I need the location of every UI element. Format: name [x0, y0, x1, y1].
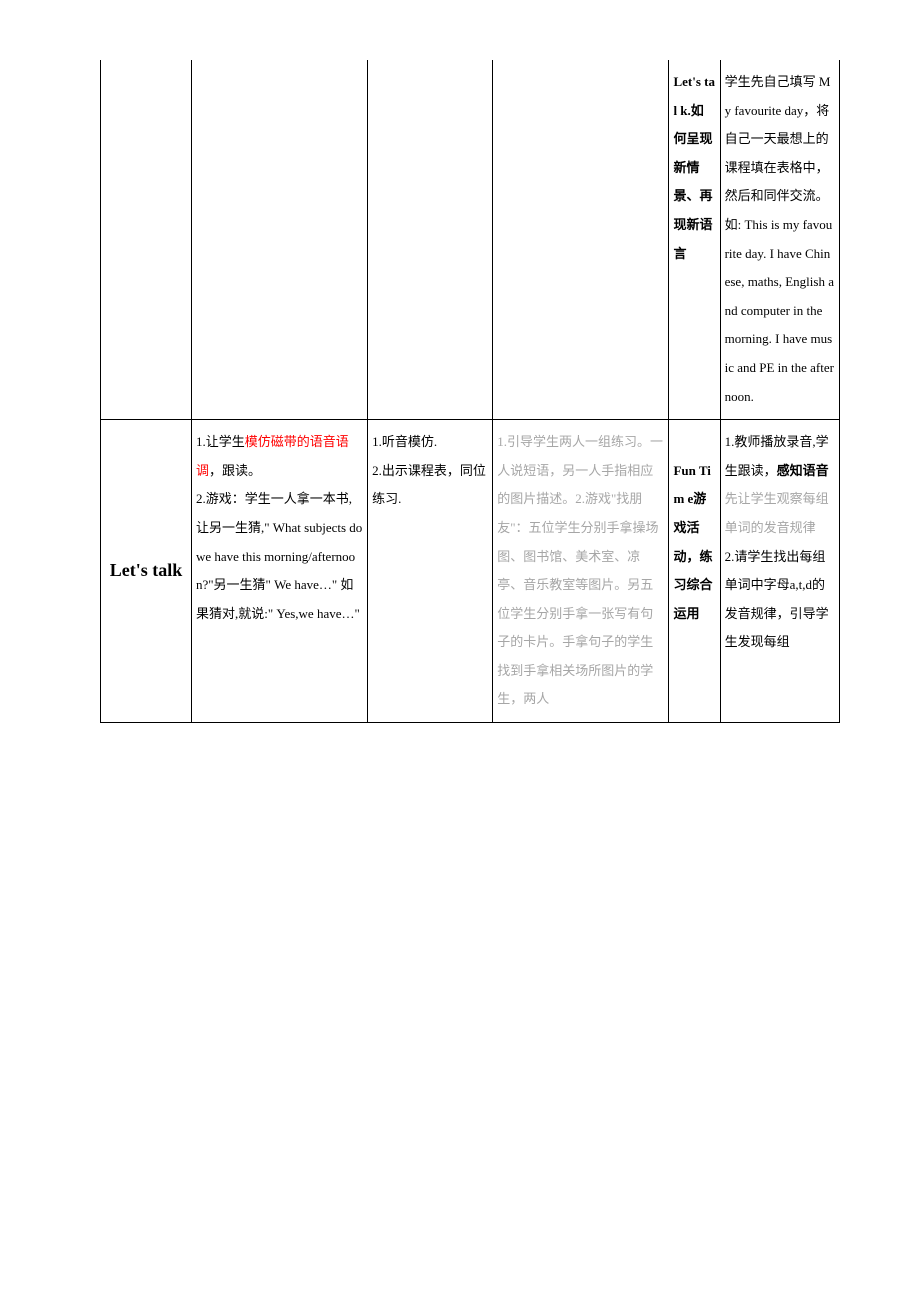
r2-c3-p1: 1.听音模仿. [372, 434, 437, 449]
r1-c2 [191, 60, 367, 420]
r2-c2-p1a: 1.让学生 [196, 434, 245, 449]
r2-c6: 1.教师播放录音,学生跟读，感知语音先让学生观察每组单词的发音规律 2.请学生找… [720, 420, 839, 723]
r1-c3 [368, 60, 493, 420]
r2-c3-p2: 2.出示课程表，同位练习. [372, 463, 486, 507]
r2-c5: Fun Tim e游戏活动，练习综合运用 [669, 420, 720, 723]
r1-c5: Let's tal k.如何呈现新情景、再现新语言 [669, 60, 720, 420]
lesson-plan-table: Let's tal k.如何呈现新情景、再现新语言 学生先自己填写 My fav… [100, 60, 840, 723]
r2-c2-p2: 2.游戏：学生一人拿一本书,让另一生猜," What subjects do w… [196, 491, 362, 620]
r2-c6-p1c: 先让学生观察每组单词的发音规律 [725, 491, 829, 535]
r2-c2-p1c: ，跟读。 [209, 463, 261, 478]
r1-c1 [101, 60, 192, 420]
r2-c5-desc: 游戏活动，练习综合运用 [673, 491, 712, 620]
r2-c6-p2: 2.请学生找出每组单词中字母a,t,d的发音规律，引导学生发现每组 [725, 549, 829, 650]
r2-c3: 1.听音模仿. 2.出示课程表，同位练习. [368, 420, 493, 723]
r1-c5-desc: 如何呈现新情景、再现新语言 [673, 103, 712, 261]
r2-c2: 1.让学生模仿磁带的语音语调，跟读。 2.游戏：学生一人拿一本书,让另一生猜,"… [191, 420, 367, 723]
r2-c6-p1b: 感知语音 [777, 463, 829, 478]
r1-c6: 学生先自己填写 My favourite day，将自己一天最想上的课程填在表格… [720, 60, 839, 420]
r1-c4 [493, 60, 669, 420]
row-header-lets-talk: Let's talk [101, 420, 192, 723]
r2-c4: 1.引导学生两人一组练习。一人说短语，另一人手指相应的图片描述。2.游戏"找朋友… [493, 420, 669, 723]
